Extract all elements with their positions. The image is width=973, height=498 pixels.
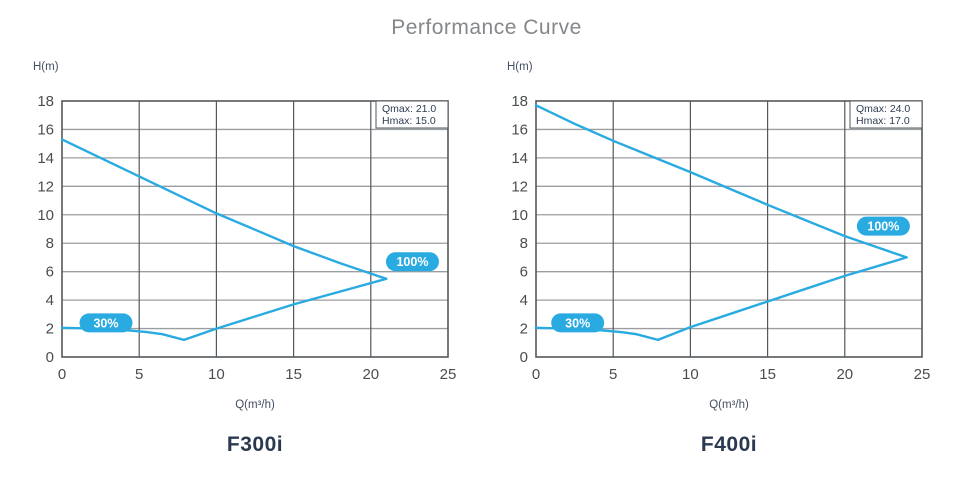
y-tick-label: 12 [511,178,528,195]
x-tick-label: 10 [208,366,225,383]
x-axis-unit-label: Q(m³/h) [709,399,749,411]
speed-badge-label: 30% [565,316,590,330]
y-tick-label: 0 [520,349,528,366]
x-tick-label: 5 [609,366,617,383]
x-axis-unit-label: Q(m³/h) [235,399,275,411]
info-box-line: Qmax: 24.0 [856,103,910,115]
plot-border [535,100,923,358]
model-name-f300i: F300i [226,433,284,456]
curve-max-flow-boundary [656,256,908,342]
x-tick-label: 0 [58,366,66,383]
y-tick-label: 12 [37,178,54,195]
info-box [849,100,923,129]
y-tick-label: 10 [37,207,54,224]
speed-badge-label: 100% [867,220,899,234]
y-tick-label: 16 [37,121,54,138]
x-tick-label: 20 [836,366,853,383]
x-tick-label: 10 [682,366,699,383]
x-tick-label: 20 [362,366,379,383]
x-tick-label: 15 [759,366,776,383]
y-axis-unit-label: H(m) [507,61,533,73]
y-tick-label: 14 [511,150,528,167]
speed-badge-30pct [551,313,605,333]
y-tick-label: 14 [37,150,54,167]
info-box [375,100,449,129]
curve-max-flow-boundary [182,277,388,342]
page-title: Performance Curve [391,16,582,39]
speed-badge-label: 100% [396,255,428,269]
chart-f400i: H(m) 0 2 4 6 8 10 12 14 16 18 0 5 10 15 20 25 30% 100% Qma… [492,55,942,457]
y-tick-label: 8 [520,235,528,252]
y-tick-label: 6 [46,264,54,281]
plot-border [61,100,449,358]
performance-plot-f400i: 0 2 4 6 8 10 12 14 16 18 0 5 10 15 20 25 30% 100% Qmax: 24… [511,93,931,383]
info-box-line: Hmax: 17.0 [856,115,910,127]
info-box-line: Qmax: 21.0 [382,103,436,115]
y-tick-label: 10 [511,207,528,224]
y-axis-unit-label: H(m) [33,61,59,73]
x-tick-label: 15 [285,366,302,383]
model-name-f400i: F400i [700,433,758,456]
x-tick-label: 25 [440,366,457,383]
speed-badge-30pct [79,313,133,333]
x-tick-label: 0 [532,366,540,383]
y-tick-label: 6 [520,264,528,281]
y-tick-label: 4 [46,292,54,309]
x-tick-label: 5 [135,366,143,383]
y-tick-label: 18 [37,93,54,110]
speed-badge-100pct [385,252,439,272]
speed-badge-100pct [856,216,910,236]
curve-100-percent-speed-curve [534,104,908,259]
speed-badge-label: 30% [93,316,118,330]
y-tick-label: 2 [46,321,54,338]
y-tick-label: 8 [46,235,54,252]
performance-plot-f300i: 0 2 4 6 8 10 12 14 16 18 0 5 10 15 20 25 30% 100% Qmax: 21… [37,93,457,383]
chart-f300i: H(m) 0 2 4 6 8 10 12 14 16 18 0 5 10 15 20 25 30% 100% Qma… [18,55,468,457]
y-tick-label: 18 [511,93,528,110]
y-tick-label: 16 [511,121,528,138]
curve-100-percent-speed-curve [60,138,388,281]
y-tick-label: 0 [46,349,54,366]
x-tick-label: 25 [914,366,931,383]
y-tick-label: 4 [520,292,528,309]
info-box-line: Hmax: 15.0 [382,115,436,127]
y-tick-label: 2 [520,321,528,338]
